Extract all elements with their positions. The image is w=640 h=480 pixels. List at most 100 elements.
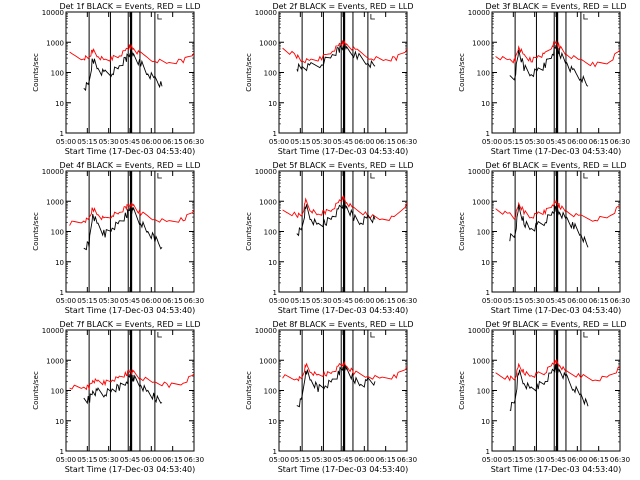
x-tick-label: 06:30 bbox=[397, 138, 417, 146]
flag-mark bbox=[157, 332, 162, 338]
y-tick-label: 1000 bbox=[472, 198, 490, 206]
lld-series-line bbox=[282, 39, 407, 64]
detector-panel: Det 1f BLACK = Events, RED = LLD 1 10 100 10… bbox=[32, 2, 204, 156]
x-axis-label: Start Time (17-Dec-03 04:53:40) bbox=[65, 465, 196, 474]
y-tick-label: 1000 bbox=[259, 198, 277, 206]
y-tick-label: 1000 bbox=[46, 39, 64, 47]
x-tick-label: 05:30 bbox=[312, 456, 332, 464]
y-axis-label: Counts/sec bbox=[458, 212, 466, 251]
x-tick-label: 05:00 bbox=[56, 138, 76, 146]
y-tick-label: 1000 bbox=[259, 357, 277, 365]
panel-title: Det 3f BLACK = Events, RED = LLD bbox=[485, 2, 626, 11]
x-tick-label: 05:30 bbox=[99, 138, 119, 146]
y-tick-label: 10 bbox=[268, 418, 277, 426]
x-tick-label: 06:15 bbox=[376, 297, 396, 305]
x-tick-label: 05:30 bbox=[99, 456, 119, 464]
y-axis-label: Counts/sec bbox=[245, 371, 253, 410]
x-axis-label: Start Time (17-Dec-03 04:53:40) bbox=[278, 147, 409, 156]
events-series-line bbox=[509, 204, 589, 248]
flag-mark bbox=[583, 332, 588, 338]
flag-mark bbox=[583, 14, 588, 20]
y-axis-label: Counts/sec bbox=[32, 53, 40, 92]
flag-mark bbox=[370, 14, 375, 20]
flag-mark bbox=[583, 173, 588, 179]
panel-title: Det 7f BLACK = Events, RED = LLD bbox=[59, 320, 200, 329]
x-tick-label: 06:00 bbox=[141, 138, 161, 146]
x-tick-label: 06:00 bbox=[141, 297, 161, 305]
y-tick-label: 1000 bbox=[472, 39, 490, 47]
flag-mark bbox=[370, 173, 375, 179]
events-series-line bbox=[296, 364, 376, 408]
x-tick-label: 05:30 bbox=[312, 138, 332, 146]
flag-mark bbox=[157, 14, 162, 20]
x-tick-label: 05:15 bbox=[77, 138, 97, 146]
x-tick-label: 06:15 bbox=[376, 138, 396, 146]
flag-mark bbox=[157, 173, 162, 179]
x-tick-label: 05:30 bbox=[312, 297, 332, 305]
x-tick-label: 06:30 bbox=[184, 297, 204, 305]
y-axis-label: Counts/sec bbox=[245, 53, 253, 92]
x-tick-label: 05:45 bbox=[333, 297, 353, 305]
y-axis-label: Counts/sec bbox=[245, 212, 253, 251]
y-tick-label: 100 bbox=[51, 70, 64, 78]
x-tick-label: 06:15 bbox=[376, 456, 396, 464]
y-tick-label: 100 bbox=[477, 388, 490, 396]
lld-series-line bbox=[69, 201, 194, 226]
flag-mark bbox=[370, 332, 375, 338]
y-axis-label: Counts/sec bbox=[32, 212, 40, 251]
y-tick-label: 1 bbox=[486, 130, 490, 138]
x-tick-label: 05:45 bbox=[120, 297, 140, 305]
panel-title: Det 8f BLACK = Events, RED = LLD bbox=[272, 320, 413, 329]
detector-panel: Det 6f BLACK = Events, RED = LLD 1 10 100 10… bbox=[458, 161, 630, 315]
events-series-line bbox=[83, 206, 163, 251]
x-tick-label: 06:00 bbox=[354, 138, 374, 146]
y-axis-label: Counts/sec bbox=[458, 53, 466, 92]
y-tick-label: 100 bbox=[51, 229, 64, 237]
x-tick-label: 05:30 bbox=[525, 138, 545, 146]
y-tick-label: 1000 bbox=[472, 357, 490, 365]
y-tick-label: 100 bbox=[477, 70, 490, 78]
events-series-line bbox=[296, 44, 376, 73]
panel-title: Det 9f BLACK = Events, RED = LLD bbox=[485, 320, 626, 329]
events-series-line bbox=[296, 201, 376, 237]
detector-panel: Det 8f BLACK = Events, RED = LLD 1 10 100 10… bbox=[245, 320, 417, 474]
y-tick-label: 10000 bbox=[42, 168, 64, 176]
x-axis-label: Start Time (17-Dec-03 04:53:40) bbox=[491, 465, 622, 474]
x-tick-label: 05:15 bbox=[503, 456, 523, 464]
x-tick-label: 05:00 bbox=[269, 297, 289, 305]
detector-panel: Det 7f BLACK = Events, RED = LLD 1 10 100 10… bbox=[32, 320, 204, 474]
y-tick-label: 100 bbox=[51, 388, 64, 396]
x-tick-label: 06:15 bbox=[589, 138, 609, 146]
x-tick-label: 06:15 bbox=[589, 297, 609, 305]
detector-panel: Det 4f BLACK = Events, RED = LLD 1 10 100 10… bbox=[32, 161, 204, 315]
events-series-line bbox=[509, 364, 589, 411]
panel-title: Det 2f BLACK = Events, RED = LLD bbox=[272, 2, 413, 11]
y-tick-label: 1 bbox=[486, 448, 490, 456]
x-tick-label: 05:45 bbox=[120, 456, 140, 464]
x-tick-label: 05:15 bbox=[503, 138, 523, 146]
y-tick-label: 10 bbox=[55, 100, 64, 108]
y-tick-label: 100 bbox=[477, 229, 490, 237]
y-tick-label: 10000 bbox=[42, 9, 64, 17]
y-tick-label: 1 bbox=[273, 289, 277, 297]
x-axis-label: Start Time (17-Dec-03 04:53:40) bbox=[65, 147, 196, 156]
y-tick-label: 1000 bbox=[46, 198, 64, 206]
x-tick-label: 05:45 bbox=[546, 138, 566, 146]
y-tick-label: 1 bbox=[273, 130, 277, 138]
lld-series-line bbox=[282, 194, 407, 222]
x-tick-label: 05:00 bbox=[56, 297, 76, 305]
x-tick-label: 06:30 bbox=[184, 456, 204, 464]
events-series-line bbox=[83, 51, 163, 92]
x-axis-label: Start Time (17-Dec-03 04:53:40) bbox=[278, 306, 409, 315]
y-tick-label: 10 bbox=[481, 418, 490, 426]
x-tick-label: 06:30 bbox=[610, 456, 630, 464]
y-tick-label: 100 bbox=[264, 229, 277, 237]
events-series-line bbox=[83, 373, 163, 405]
y-tick-label: 10 bbox=[268, 100, 277, 108]
x-tick-label: 05:30 bbox=[99, 297, 119, 305]
x-tick-label: 05:30 bbox=[525, 297, 545, 305]
lld-series-line bbox=[495, 40, 620, 68]
y-tick-label: 1 bbox=[60, 130, 64, 138]
y-tick-label: 10 bbox=[268, 259, 277, 267]
y-tick-label: 1 bbox=[486, 289, 490, 297]
